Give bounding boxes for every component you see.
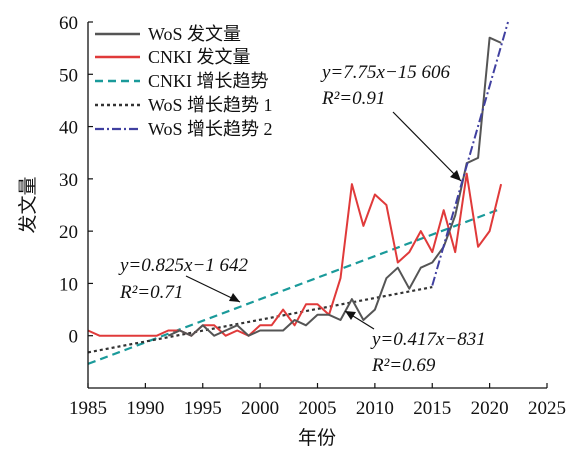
x-tick-label: 2000 bbox=[241, 398, 279, 419]
x-tick-label: 1985 bbox=[69, 398, 107, 419]
y-tick-label: 20 bbox=[59, 222, 78, 243]
plot-area bbox=[87, 21, 509, 365]
series-line-1 bbox=[87, 172, 503, 337]
annotation-cnki-r2: R²=0.71 bbox=[119, 282, 183, 303]
annotation-trend2-arrowhead bbox=[450, 170, 461, 181]
y-axis-title: 发文量 bbox=[17, 176, 39, 233]
axes: 1985 1990 1995 2000 2005 2010 2015 2020 2025 0 10 2… bbox=[59, 13, 566, 419]
y-tick-label: 50 bbox=[59, 65, 78, 86]
x-tick-label: 2005 bbox=[299, 398, 337, 419]
legend-label-wos: WoS 发文量 bbox=[148, 24, 241, 44]
annotation-trend2-arrow bbox=[392, 111, 462, 182]
y-tick-label: 60 bbox=[59, 13, 78, 34]
annotation-wos1-arrowhead bbox=[345, 311, 356, 320]
x-axis-title: 年份 bbox=[298, 427, 336, 449]
annotations: y=7.75x−15 606 R²=0.91 y=0.825x−1 642 R²… bbox=[118, 62, 486, 376]
x-tick-label: 2025 bbox=[528, 398, 566, 419]
x-tick-label: 1995 bbox=[184, 398, 222, 419]
ticks: 1985 1990 1995 2000 2005 2010 2015 2020 2025 0 10 2… bbox=[59, 13, 566, 419]
y-tick-label: 40 bbox=[59, 118, 78, 139]
legend-label-wos-trend1: WoS 增长趋势 1 bbox=[148, 95, 273, 115]
legend-label-cnki: CNKI 发文量 bbox=[148, 47, 251, 67]
legend-label-cnki-trend: CNKI 增长趋势 bbox=[148, 71, 269, 91]
series-line-3 bbox=[87, 286, 433, 354]
series-line-2 bbox=[87, 207, 502, 365]
annotation-wos1-equation: y=0.417x−831 bbox=[370, 329, 486, 350]
annotation-trend2-r2: R²=0.91 bbox=[321, 88, 385, 109]
series-line-0 bbox=[167, 36, 502, 337]
y-tick-label: 30 bbox=[59, 170, 78, 191]
annotation-wos1-r2: R²=0.69 bbox=[371, 355, 436, 376]
legend-label-wos-trend2: WoS 增长趋势 2 bbox=[148, 119, 273, 139]
annotation-trend2-equation: y=7.75x−15 606 bbox=[320, 62, 451, 83]
series-line-4 bbox=[431, 21, 509, 286]
annotation-cnki-equation: y=0.825x−1 642 bbox=[118, 255, 249, 276]
x-tick-label: 2015 bbox=[413, 398, 451, 419]
legend: WoS 发文量 CNKI 发文量 CNKI 增长趋势 WoS 增长趋势 1 Wo… bbox=[95, 24, 273, 139]
x-tick-label: 1990 bbox=[126, 398, 164, 419]
annotation-cnki-arrowhead bbox=[229, 293, 240, 302]
y-tick-label: 10 bbox=[59, 274, 78, 295]
y-tick-label: 0 bbox=[69, 327, 79, 348]
x-tick-label: 2020 bbox=[471, 398, 509, 419]
x-tick-label: 2010 bbox=[356, 398, 394, 419]
